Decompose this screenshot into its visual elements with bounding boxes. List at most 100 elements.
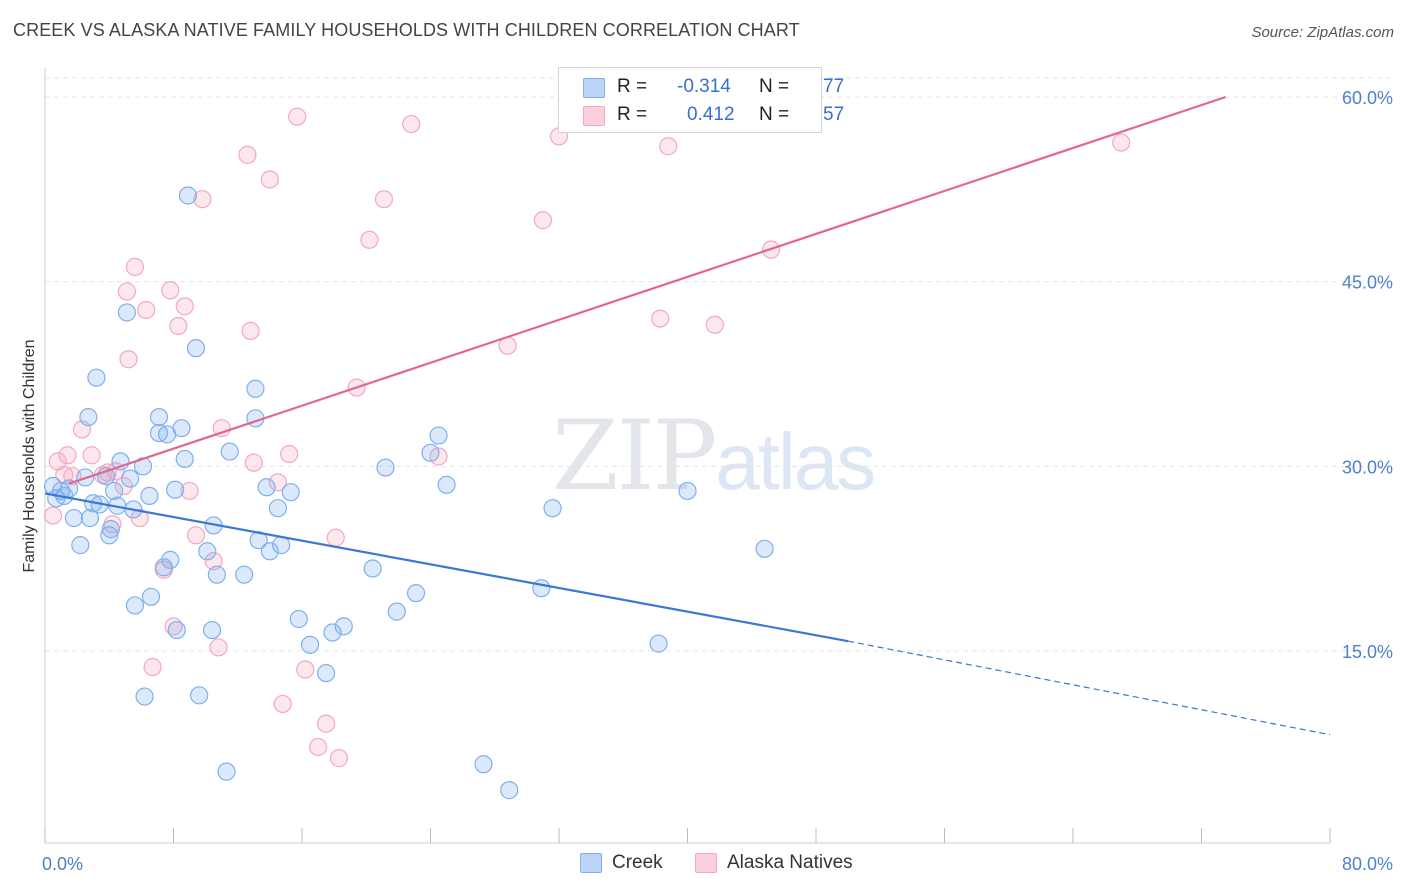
chart-title: CREEK VS ALASKA NATIVE FAMILY HOUSEHOLDS… bbox=[13, 20, 800, 40]
creek-point bbox=[406, 584, 426, 603]
creek-point bbox=[281, 483, 300, 502]
creek-point bbox=[80, 508, 100, 528]
alaska-point bbox=[238, 145, 257, 164]
creek-point bbox=[474, 755, 493, 774]
alaska-point bbox=[125, 257, 145, 276]
creek-swatch bbox=[580, 853, 602, 873]
alaska-point bbox=[114, 476, 133, 496]
creek-point bbox=[154, 558, 173, 577]
creek-point bbox=[678, 481, 697, 501]
alaska-point bbox=[119, 350, 138, 369]
creek-point bbox=[235, 565, 254, 584]
creek-point bbox=[246, 379, 265, 398]
creek-point bbox=[190, 686, 209, 705]
alaska-point bbox=[268, 473, 288, 492]
creek-point bbox=[437, 475, 456, 494]
alaska-point bbox=[137, 300, 156, 320]
creek-point bbox=[166, 480, 185, 499]
creek-point bbox=[121, 469, 140, 488]
alaska-point bbox=[360, 230, 379, 249]
creek-point bbox=[141, 587, 161, 606]
creek-point bbox=[500, 781, 519, 800]
creek-point bbox=[100, 526, 119, 545]
y-tick-label: 45.0% bbox=[1342, 273, 1393, 293]
creek-point bbox=[104, 481, 124, 501]
alaska-point bbox=[651, 309, 670, 328]
alaska-point bbox=[175, 297, 194, 316]
creek-point bbox=[87, 368, 106, 387]
alaska-point bbox=[143, 657, 162, 677]
y-axis-label: Family Households with Children bbox=[21, 340, 38, 573]
alaska-point bbox=[241, 321, 260, 341]
creek-point bbox=[178, 186, 198, 205]
correlation-legend: R = -0.314 N = 77 R = 0.412 N = 57 bbox=[558, 67, 844, 133]
creek-point bbox=[217, 762, 236, 781]
alaska-point bbox=[186, 526, 206, 545]
creek-point bbox=[64, 508, 84, 528]
creek-point bbox=[323, 623, 342, 642]
creek-label: Creek bbox=[612, 852, 663, 873]
alaska-point bbox=[296, 660, 315, 679]
creek-trend-line bbox=[44, 492, 849, 643]
creek-point bbox=[272, 536, 291, 555]
alaska-point bbox=[260, 170, 279, 189]
alaska-point bbox=[43, 506, 63, 525]
creek-point bbox=[260, 542, 279, 561]
alaska-point bbox=[288, 107, 307, 126]
creek-trend-extension bbox=[848, 640, 1331, 736]
legend-swatch-alaska bbox=[583, 106, 605, 126]
alaska-point bbox=[659, 137, 678, 156]
creek-point bbox=[172, 419, 191, 438]
alaska-point bbox=[58, 446, 77, 465]
alaska-point bbox=[402, 114, 421, 134]
creek-point bbox=[202, 620, 222, 640]
alaska-point bbox=[193, 190, 212, 209]
alaska-point bbox=[180, 481, 199, 501]
alaska-label: Alaska Natives bbox=[727, 852, 853, 873]
creek-point bbox=[186, 339, 206, 358]
alaska-point bbox=[209, 638, 228, 657]
creek-point bbox=[257, 478, 276, 497]
creek-point bbox=[220, 442, 239, 461]
creek-point bbox=[125, 596, 145, 615]
creek-point bbox=[71, 536, 90, 555]
watermark: ZIPatlas bbox=[552, 400, 876, 512]
creek-point bbox=[649, 634, 668, 653]
alaska-point bbox=[280, 444, 299, 464]
legend-r-label: R = bbox=[617, 104, 648, 125]
creek-point bbox=[429, 426, 448, 445]
creek-point bbox=[532, 579, 551, 598]
alaska-point bbox=[212, 419, 231, 438]
creek-point bbox=[135, 687, 154, 706]
creek-point bbox=[161, 550, 180, 569]
alaska-point bbox=[244, 453, 263, 472]
alaska-point bbox=[326, 528, 345, 547]
creek-point bbox=[198, 542, 217, 561]
alaska-point bbox=[273, 694, 292, 714]
legend-n-label: N = bbox=[759, 76, 790, 97]
creek-point bbox=[167, 620, 186, 640]
creek-point bbox=[300, 635, 320, 654]
legend-r-value: -0.314 bbox=[677, 76, 731, 97]
x-tick-label: 0.0% bbox=[42, 854, 83, 874]
creek-point bbox=[175, 449, 194, 469]
source-label: Source: ZipAtlas.com bbox=[1251, 24, 1394, 41]
watermark-atlas: atlas bbox=[715, 417, 876, 506]
alaska-point bbox=[374, 190, 394, 209]
creek-point bbox=[421, 443, 440, 462]
creek-point bbox=[149, 407, 169, 427]
creek-point bbox=[140, 486, 159, 505]
creek-point bbox=[334, 617, 353, 636]
creek-point bbox=[268, 499, 288, 518]
alaska-point bbox=[308, 737, 328, 757]
legend-n-value: 77 bbox=[823, 76, 845, 97]
creek-point bbox=[363, 559, 382, 578]
creek-point bbox=[101, 520, 120, 539]
creek-point bbox=[543, 499, 562, 518]
alaska-swatch bbox=[695, 853, 717, 873]
alaska-point bbox=[1112, 133, 1131, 152]
creek-point bbox=[207, 565, 226, 584]
creek-point bbox=[387, 602, 406, 621]
creek-point bbox=[376, 458, 395, 477]
